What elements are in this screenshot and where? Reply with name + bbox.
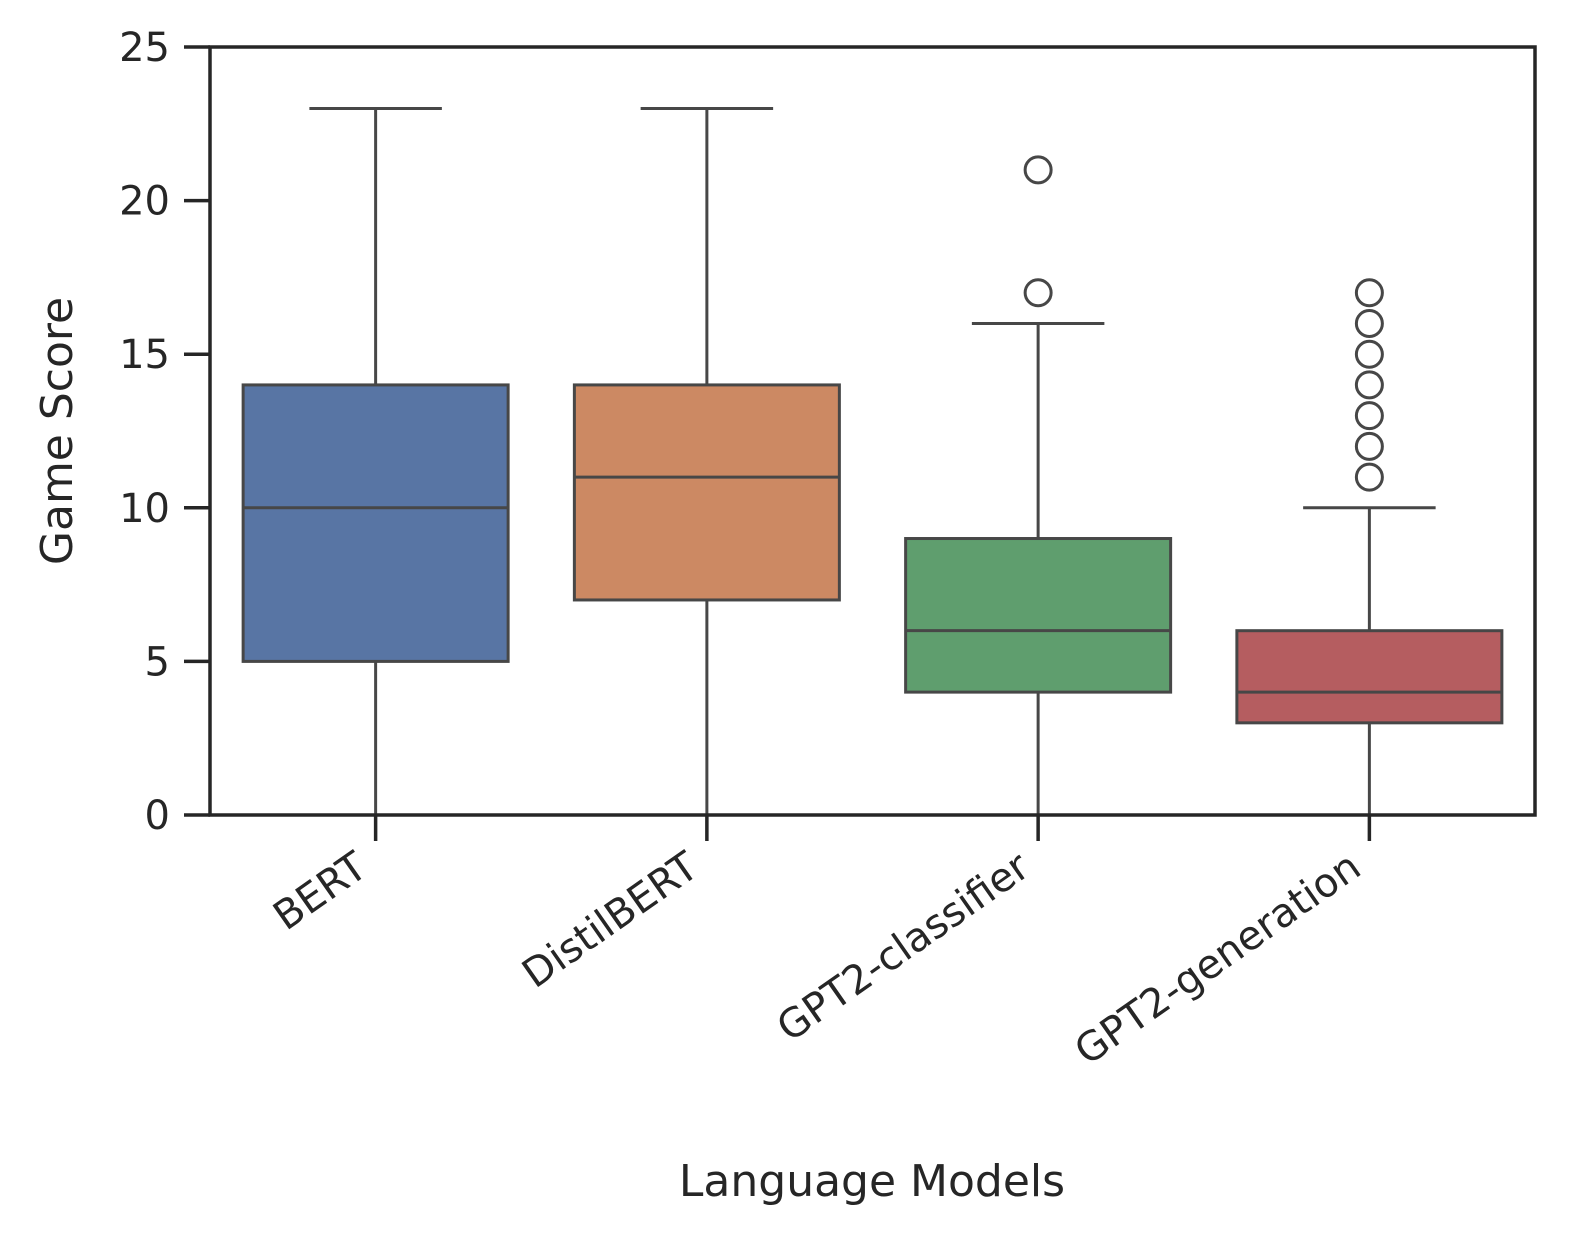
y-tick-label: 15 bbox=[119, 332, 170, 378]
y-tick-label: 25 bbox=[119, 25, 170, 71]
boxes-layer bbox=[241, 106, 1504, 815]
box bbox=[904, 537, 1173, 694]
x-tick-label: BERT bbox=[265, 843, 375, 940]
box-group-3 bbox=[1235, 278, 1504, 815]
outlier-point bbox=[1354, 401, 1384, 431]
box bbox=[572, 383, 841, 602]
box bbox=[1235, 629, 1504, 725]
x-tick-label: DistilBERT bbox=[514, 843, 707, 997]
box-group-0 bbox=[241, 106, 510, 815]
outlier-point bbox=[1023, 278, 1053, 308]
y-tick-label: 10 bbox=[119, 486, 170, 532]
outlier-point bbox=[1354, 431, 1384, 461]
outlier-point bbox=[1354, 339, 1384, 369]
x-tick-label: GPT2-generation bbox=[1067, 844, 1369, 1075]
box-group-2 bbox=[904, 155, 1173, 815]
plot-frame bbox=[208, 45, 1537, 817]
box bbox=[241, 383, 510, 663]
box-group-1 bbox=[572, 106, 841, 815]
outlier-point bbox=[1023, 155, 1053, 185]
outlier-point bbox=[1354, 278, 1384, 308]
y-tick-label: 20 bbox=[119, 179, 170, 225]
x-axis-label: Language Models bbox=[679, 1156, 1065, 1207]
outlier-point bbox=[1354, 308, 1384, 338]
y-axis: 0 5 10 15 20 25 bbox=[119, 25, 210, 839]
outlier-point bbox=[1354, 370, 1384, 400]
y-axis-label: Game Score bbox=[32, 297, 83, 565]
outlier-point bbox=[1354, 462, 1384, 492]
x-axis: BERT DistilBERT GPT2-classifier GPT2-genera… bbox=[265, 815, 1372, 1075]
x-tick-label: GPT2-classifier bbox=[769, 843, 1038, 1051]
y-tick-label: 5 bbox=[145, 639, 170, 685]
y-tick-label: 0 bbox=[145, 793, 170, 839]
